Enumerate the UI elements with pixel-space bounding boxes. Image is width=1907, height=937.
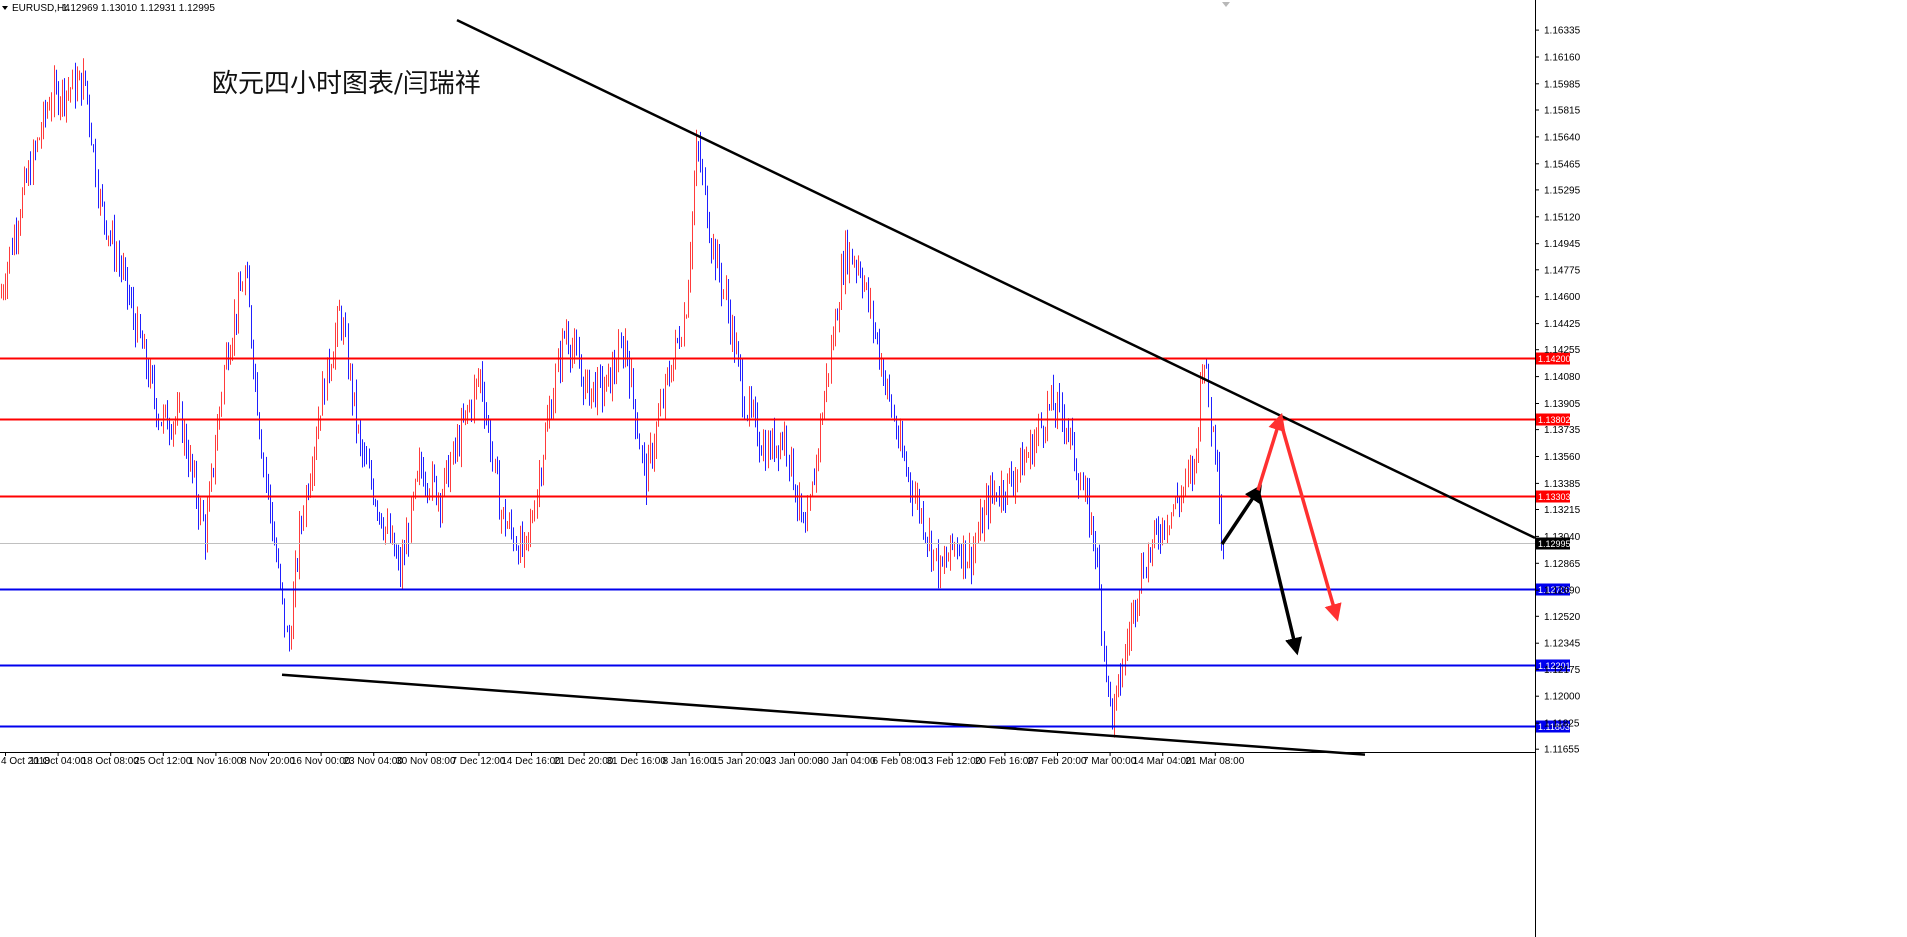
current-price-tag [1536,537,1570,550]
y-tick-label: 1.15640 [1544,132,1581,143]
ohlc-readout: 1.12969 1.13010 1.12931 1.12995 [62,3,215,14]
x-tick-label: 7 Mar 00:00 [1083,756,1137,767]
x-tick-label: 21 Dec 20:00 [554,756,614,767]
x-tick-label: 14 Dec 16:00 [501,756,561,767]
y-tick-label: 1.12520 [1544,612,1581,623]
symbol-label: EURUSD,H4 [12,3,70,14]
y-tick-label: 1.16160 [1544,53,1581,64]
x-tick-label: 20 Feb 16:00 [975,756,1034,767]
resistance-level-tag [1536,352,1570,365]
y-tick-label: 1.15295 [1544,185,1581,196]
y-tick-label: 1.14600 [1544,292,1581,303]
y-tick-label: 1.13040 [1544,532,1581,543]
x-tick-label: 30 Nov 08:00 [396,756,456,767]
horizontal-levels: 1.14200 1.13802 1.13303 1.12700 1.12201 1.118… [0,352,1571,733]
support-level-tag [1536,583,1570,596]
resistance-level-label: 1.13802 [1538,415,1571,425]
resistance-level-tag [1536,413,1570,426]
y-tick-label: 1.13905 [1544,399,1581,410]
x-tick-label: 15 Jan 20:00 [712,756,770,767]
support-level-label: 1.12700 [1538,585,1571,595]
y-tick-label: 1.13735 [1544,425,1581,436]
y-tick-label: 1.12690 [1544,586,1581,597]
y-tick-label: 1.11825 [1544,719,1580,730]
x-tick-label: 13 Feb 12:00 [922,756,981,767]
resistance-level-tag [1536,490,1570,503]
resistance-level-label: 1.14200 [1538,354,1571,364]
y-tick-label: 1.14425 [1544,319,1581,330]
x-tick-label: 23 Jan 00:00 [765,756,823,767]
support-level-tag [1536,659,1570,672]
y-tick-label: 1.15985 [1544,79,1581,90]
x-tick-label: 16 Nov 00:00 [291,756,351,767]
y-tick-label: 1.13385 [1544,479,1581,490]
candlestick-series [1,58,1224,738]
black-scenario-arrow [1220,484,1262,546]
x-tick-label: 27 Feb 20:00 [1028,756,1087,767]
x-tick-label: 23 Nov 04:00 [343,756,403,767]
support-level-label: 1.12201 [1538,661,1571,671]
x-tick-label: 25 Oct 12:00 [134,756,192,767]
y-tick-label: 1.12865 [1544,559,1581,570]
x-tick-label: 11 Oct 04:00 [29,756,86,767]
y-tick-label: 1.12175 [1544,665,1581,676]
resistance-level-label: 1.13303 [1538,492,1571,502]
y-tick-label: 1.15465 [1544,159,1581,170]
x-tick-label: 4 Oct 2018 [1,756,50,767]
y-tick-label: 1.11655 [1544,745,1580,756]
x-tick-label: 14 Mar 04:00 [1133,756,1192,767]
trendline-lower-descending[interactable] [281,673,1366,756]
shift-marker-icon[interactable] [1222,2,1230,7]
price-axis: 1.16335 1.16160 1.15985 1.15815 1.15640 1.154… [1535,26,1581,756]
x-tick-label: 31 Dec 16:00 [606,756,666,767]
chart-annotation-title: 欧元四小时图表/闫瑞祥 [212,69,481,99]
x-tick-label: 8 Jan 16:00 [663,756,716,767]
x-tick-label: 1 Nov 16:00 [188,756,242,767]
trendlines [281,18,1536,756]
y-tick-label: 1.14775 [1544,265,1581,276]
black-scenario-arrow [1256,489,1303,656]
y-tick-label: 1.13560 [1544,452,1581,463]
scenario-arrows [1220,412,1342,656]
y-tick-label: 1.14945 [1544,239,1581,250]
support-level-label: 1.11803 [1538,722,1570,732]
current-price-label: 1.12995 [1538,539,1571,549]
red-scenario-arrow [1278,419,1342,622]
y-tick-label: 1.13215 [1544,505,1581,516]
x-tick-label: 7 Dec 12:00 [451,756,505,767]
x-tick-label: 6 Feb 08:00 [873,756,927,767]
x-tick-label: 8 Nov 20:00 [241,756,295,767]
y-tick-label: 1.15120 [1544,212,1581,223]
chart-menu-triangle-icon[interactable] [2,6,8,10]
trendline-upper-descending[interactable] [456,18,1536,540]
x-tick-label: 21 Mar 08:00 [1185,756,1244,767]
x-tick-label: 18 Oct 08:00 [82,756,140,767]
x-tick-label: 30 Jan 04:00 [818,756,876,767]
y-tick-label: 1.16335 [1544,26,1581,37]
red-scenario-arrow [1256,412,1286,491]
y-tick-label: 1.12345 [1544,639,1581,650]
y-tick-label: 1.15815 [1544,106,1581,117]
support-level-tag [1536,720,1570,733]
y-tick-label: 1.14255 [1544,345,1581,356]
y-tick-label: 1.12000 [1544,692,1581,703]
y-tick-label: 1.14080 [1544,372,1581,383]
